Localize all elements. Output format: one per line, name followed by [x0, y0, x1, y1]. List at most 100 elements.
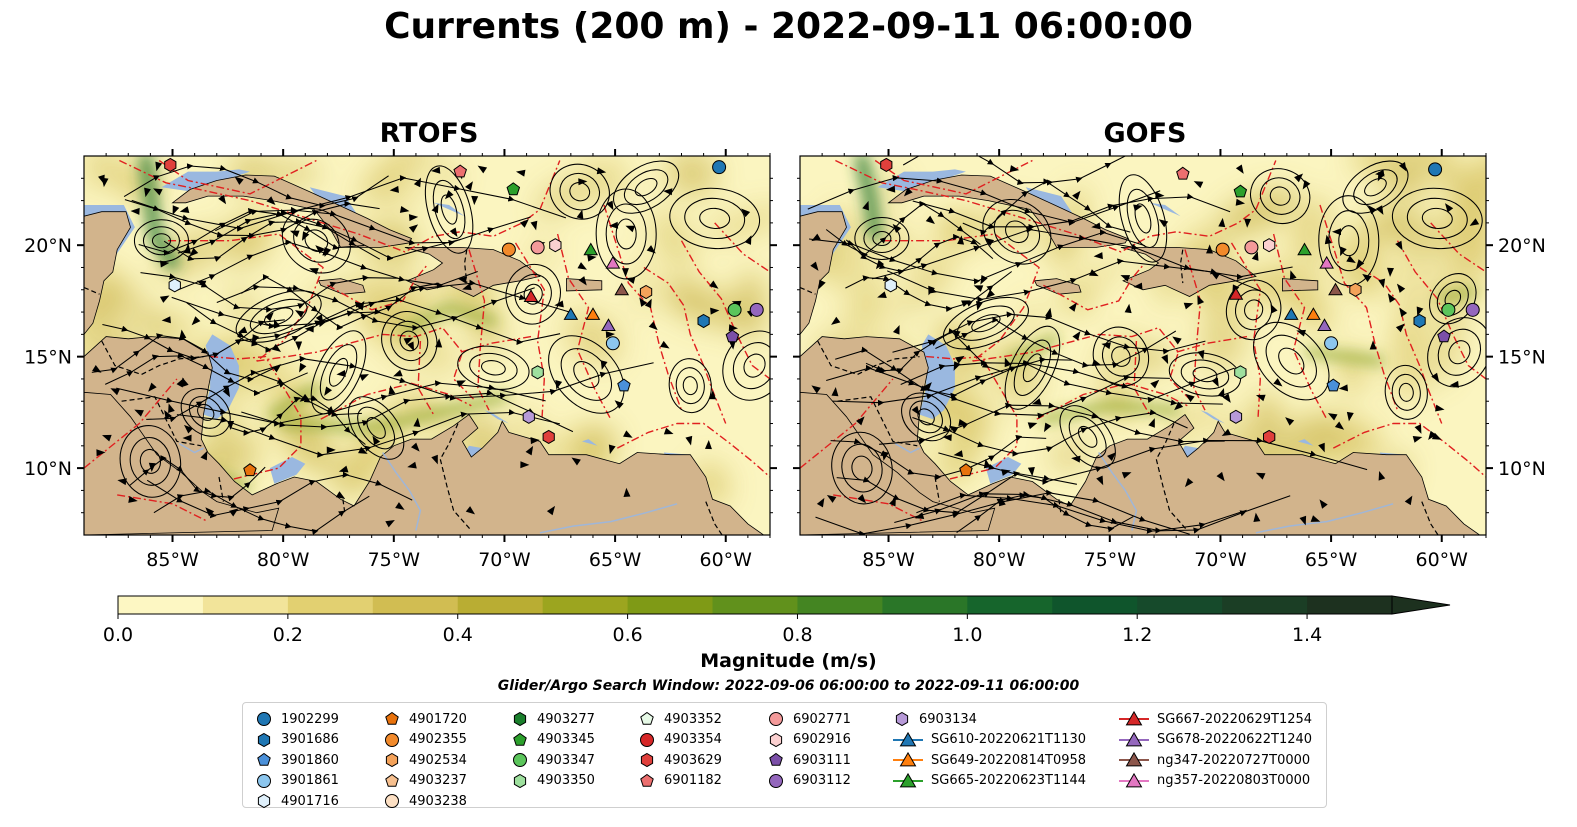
legend-marker	[513, 732, 527, 746]
map-marker	[583, 242, 599, 256]
legend-entry: 4903354	[636, 730, 722, 751]
legend-label: 6901182	[664, 773, 722, 789]
map-marker	[501, 242, 516, 257]
legend-label: 4901720	[409, 711, 467, 727]
legend-entry: 4903350	[509, 771, 595, 792]
legend-marker	[257, 794, 271, 809]
map-marker	[523, 289, 539, 302]
legend-swatch	[257, 753, 271, 767]
map-marker	[1349, 282, 1362, 297]
search-window-caption: Glider/Argo Search Window: 2022-09-06 06…	[497, 678, 1080, 694]
legend-swatch	[640, 712, 654, 726]
colorbar-bin	[372, 596, 459, 614]
legend-label: 4903347	[537, 752, 595, 768]
y-tick-label: 20°N	[1498, 235, 1546, 257]
legend-swatch	[1119, 752, 1149, 767]
colorbar-bin	[287, 596, 374, 614]
map-marker	[506, 182, 521, 196]
legend-marker	[769, 773, 783, 788]
panel-title-rtofs: RTOFS	[379, 118, 479, 149]
colorbar-tick-label: 1.4	[1292, 624, 1322, 644]
x-tick-label: 85°W	[862, 549, 915, 571]
legend-marker	[513, 773, 527, 788]
colorbar-tick-label: 1.2	[1122, 624, 1152, 644]
x-tick-label: 70°W	[478, 549, 531, 571]
map-panel-rtofs: 85°W 80°W 75°W 70°W 65°W 60°W 10°N 15°N 20°N	[24, 149, 777, 571]
legend-label: SG610-20220621T1130	[931, 732, 1087, 748]
colorbar-bin	[118, 596, 204, 614]
legend-label: 4903237	[409, 773, 467, 789]
legend-entry: SG678-20220622T1240	[1117, 730, 1312, 751]
colorbar-bin	[1052, 596, 1138, 614]
map-marker	[1263, 238, 1276, 253]
legend-swatch	[1119, 731, 1149, 747]
map-marker	[542, 429, 555, 444]
x-tick-label: 65°W	[589, 549, 642, 571]
legend-label: 6903134	[919, 711, 977, 727]
map-marker	[1441, 302, 1456, 317]
colorbar-bin	[542, 596, 629, 614]
legend-entry: 4903352	[636, 709, 722, 730]
map-panels: 85°W 80°W 75°W 70°W 65°W 60°W 10°N 15°N 20°N 85°…	[24, 149, 1546, 571]
map-marker	[1465, 302, 1480, 317]
legend-entry: 6901182	[636, 771, 722, 792]
legend-entry: ng357-20220803T0000	[1117, 771, 1312, 792]
legend-entry: 4901716	[253, 791, 339, 812]
legend-entry: 6903134	[891, 709, 1086, 730]
map-marker	[884, 278, 897, 293]
map-marker	[549, 238, 562, 253]
legend-label: 6903111	[793, 752, 851, 768]
legend-marker	[513, 712, 527, 727]
legend-marker	[1125, 731, 1143, 747]
legend-swatch	[385, 773, 399, 787]
map-marker	[585, 307, 601, 320]
colorbar-bin	[627, 596, 714, 614]
float-glider-markers	[164, 157, 764, 477]
map-marker	[1283, 307, 1299, 320]
legend-marker	[1125, 772, 1143, 788]
legend-entry: 4903347	[509, 750, 595, 771]
map-marker	[880, 157, 893, 172]
legend-entry: 6902771	[765, 709, 851, 730]
legend-entry: 4903277	[509, 709, 595, 730]
legend-column: 1902299 3901686 3901860 3901861 4901716	[253, 709, 339, 812]
map-marker	[617, 378, 631, 392]
legend-label: 1902299	[281, 711, 339, 727]
legend-entry: 6903112	[765, 771, 851, 792]
map-marker	[1306, 307, 1321, 320]
legend-entry: 6902916	[765, 730, 851, 751]
legend-swatch	[257, 794, 271, 809]
legend-label: 4903354	[664, 732, 722, 748]
map-frame	[83, 155, 771, 536]
legend-label: 4902355	[409, 732, 467, 748]
map-marker	[1215, 242, 1230, 257]
map-marker	[749, 302, 764, 317]
map-marker	[614, 282, 630, 296]
legend-label: 6903112	[793, 773, 851, 789]
legend-entry: ng347-20220727T0000	[1117, 750, 1312, 771]
legend-label: 3901686	[281, 732, 339, 748]
colorbar-bin	[712, 596, 798, 614]
legend-swatch	[385, 753, 399, 768]
legend-label: 4902534	[409, 752, 467, 768]
map-marker	[712, 160, 727, 175]
legend-column: 6903134 SG610-20220621T1130 SG649-20220814…	[891, 709, 1086, 791]
y-tick-label: 20°N	[24, 235, 72, 257]
y-tick-label: 10°N	[24, 458, 72, 480]
legend-swatch	[1119, 711, 1149, 726]
legend-marker	[899, 731, 917, 747]
x-tick-label: 75°W	[368, 549, 421, 571]
legend-swatch	[513, 712, 527, 727]
legend-marker	[385, 794, 399, 809]
legend-marker	[257, 753, 271, 767]
legend-entry: 6903111	[765, 750, 851, 771]
float-glider-markers	[880, 157, 1480, 477]
map-marker	[725, 329, 740, 343]
legend-entry: SG665-20220623T1144	[891, 771, 1086, 792]
legend-entry: SG667-20220629T1254	[1117, 709, 1312, 730]
legend-marker	[769, 712, 783, 727]
y-tick-label: 15°N	[24, 347, 72, 369]
legend-swatch	[385, 732, 399, 747]
legend-label: 4901716	[281, 793, 339, 809]
legend-entry: 3901686	[253, 730, 339, 751]
